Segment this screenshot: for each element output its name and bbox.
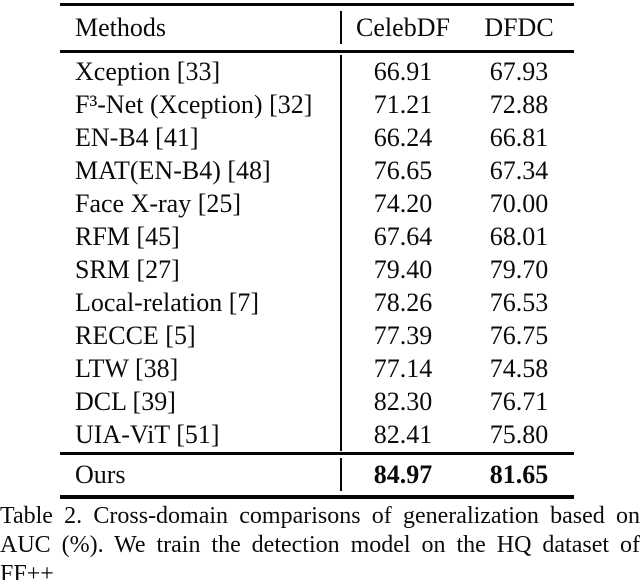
method-name: UIA-ViT [51]	[75, 420, 220, 449]
table-header-rule	[60, 50, 574, 53]
celebdf-value: 66.91	[373, 57, 433, 86]
table-header-row: Methods CelebDF DFDC	[60, 6, 574, 50]
method-name: MAT(EN-B4) [48]	[75, 156, 271, 185]
dfdc-value: 76.53	[489, 288, 549, 317]
method-name-ours: Ours	[75, 460, 126, 489]
dfdc-value: 68.01	[489, 222, 549, 251]
caption-line-1: Table 2. Cross-domain comparisons of gen…	[0, 503, 640, 529]
table-row: LTW [38] 77.14 74.58	[60, 352, 574, 385]
dfdc-value-ours: 81.65	[489, 460, 549, 489]
method-name: RECCE [5]	[75, 321, 196, 350]
method-name: Local-relation [7]	[75, 288, 260, 317]
celebdf-value-ours: 84.97	[373, 460, 433, 489]
ours-row: Ours 84.97 81.65	[60, 455, 574, 495]
method-name: RFM [45]	[75, 222, 180, 251]
dfdc-value: 74.58	[489, 354, 549, 383]
header-number-columns: CelebDF DFDC	[340, 11, 574, 44]
celebdf-value: 77.14	[373, 354, 433, 383]
celebdf-value: 82.30	[373, 387, 433, 416]
table-row: MAT(EN-B4) [48] 76.65 67.34	[60, 154, 574, 187]
method-name: SRM [27]	[75, 255, 180, 284]
table-row: RECCE [5] 77.39 76.75	[60, 319, 574, 352]
method-name: DCL [39]	[75, 387, 176, 416]
table-bottom-rule	[60, 495, 574, 499]
table-row: F³-Net (Xception) [32] 71.21 72.88	[60, 88, 574, 121]
celebdf-value: 71.21	[373, 90, 433, 119]
celebdf-value: 76.65	[373, 156, 433, 185]
dfdc-value: 66.81	[489, 123, 549, 152]
table-row: Local-relation [7] 78.26 76.53	[60, 286, 574, 319]
dfdc-value: 76.75	[489, 321, 549, 350]
celebdf-value: 74.20	[373, 189, 433, 218]
dfdc-value: 79.70	[489, 255, 549, 284]
table-body: Xception [33] 66.91 67.93 F³-Net (Xcepti…	[60, 53, 574, 452]
caption-line-2: AUC (%). We train the detection model on…	[0, 532, 640, 580]
method-name: Xception [33]	[75, 57, 221, 86]
celebdf-value: 67.64	[373, 222, 433, 251]
celebdf-value: 78.26	[373, 288, 433, 317]
table-row: Face X-ray [25] 74.20 70.00	[60, 187, 574, 220]
dfdc-value: 67.93	[489, 57, 549, 86]
method-name: EN-B4 [41]	[75, 123, 199, 152]
method-name: LTW [38]	[75, 354, 179, 383]
method-name: F³-Net (Xception) [32]	[75, 90, 313, 119]
table-row: EN-B4 [41] 66.24 66.81	[60, 121, 574, 154]
celebdf-value: 66.24	[373, 123, 433, 152]
dfdc-value: 75.80	[489, 420, 549, 449]
column-header-celebdf: CelebDF	[356, 13, 450, 42]
celebdf-value: 82.41	[373, 420, 433, 449]
table-row: SRM [27] 79.40 79.70	[60, 253, 574, 286]
table-row: Xception [33] 66.91 67.93	[60, 55, 574, 88]
dfdc-value: 72.88	[489, 90, 549, 119]
column-header-dfdc: DFDC	[484, 13, 554, 42]
table-mid-rule	[60, 452, 574, 455]
dfdc-value: 70.00	[489, 189, 549, 218]
dfdc-value: 67.34	[489, 156, 549, 185]
column-header-methods: Methods	[75, 13, 166, 42]
results-table: Methods CelebDF DFDC Xception [33] 66.91…	[60, 3, 574, 499]
table-caption: Table 2. Cross-domain comparisons of gen…	[0, 502, 640, 580]
table-row: DCL [39] 82.30 76.71	[60, 385, 574, 418]
table-row: RFM [45] 67.64 68.01	[60, 220, 574, 253]
celebdf-value: 79.40	[373, 255, 433, 284]
table-top-rule	[60, 3, 574, 6]
method-name: Face X-ray [25]	[75, 189, 242, 218]
dfdc-value: 76.71	[489, 387, 549, 416]
table-row: UIA-ViT [51] 82.41 75.80	[60, 418, 574, 451]
celebdf-value: 77.39	[373, 321, 433, 350]
